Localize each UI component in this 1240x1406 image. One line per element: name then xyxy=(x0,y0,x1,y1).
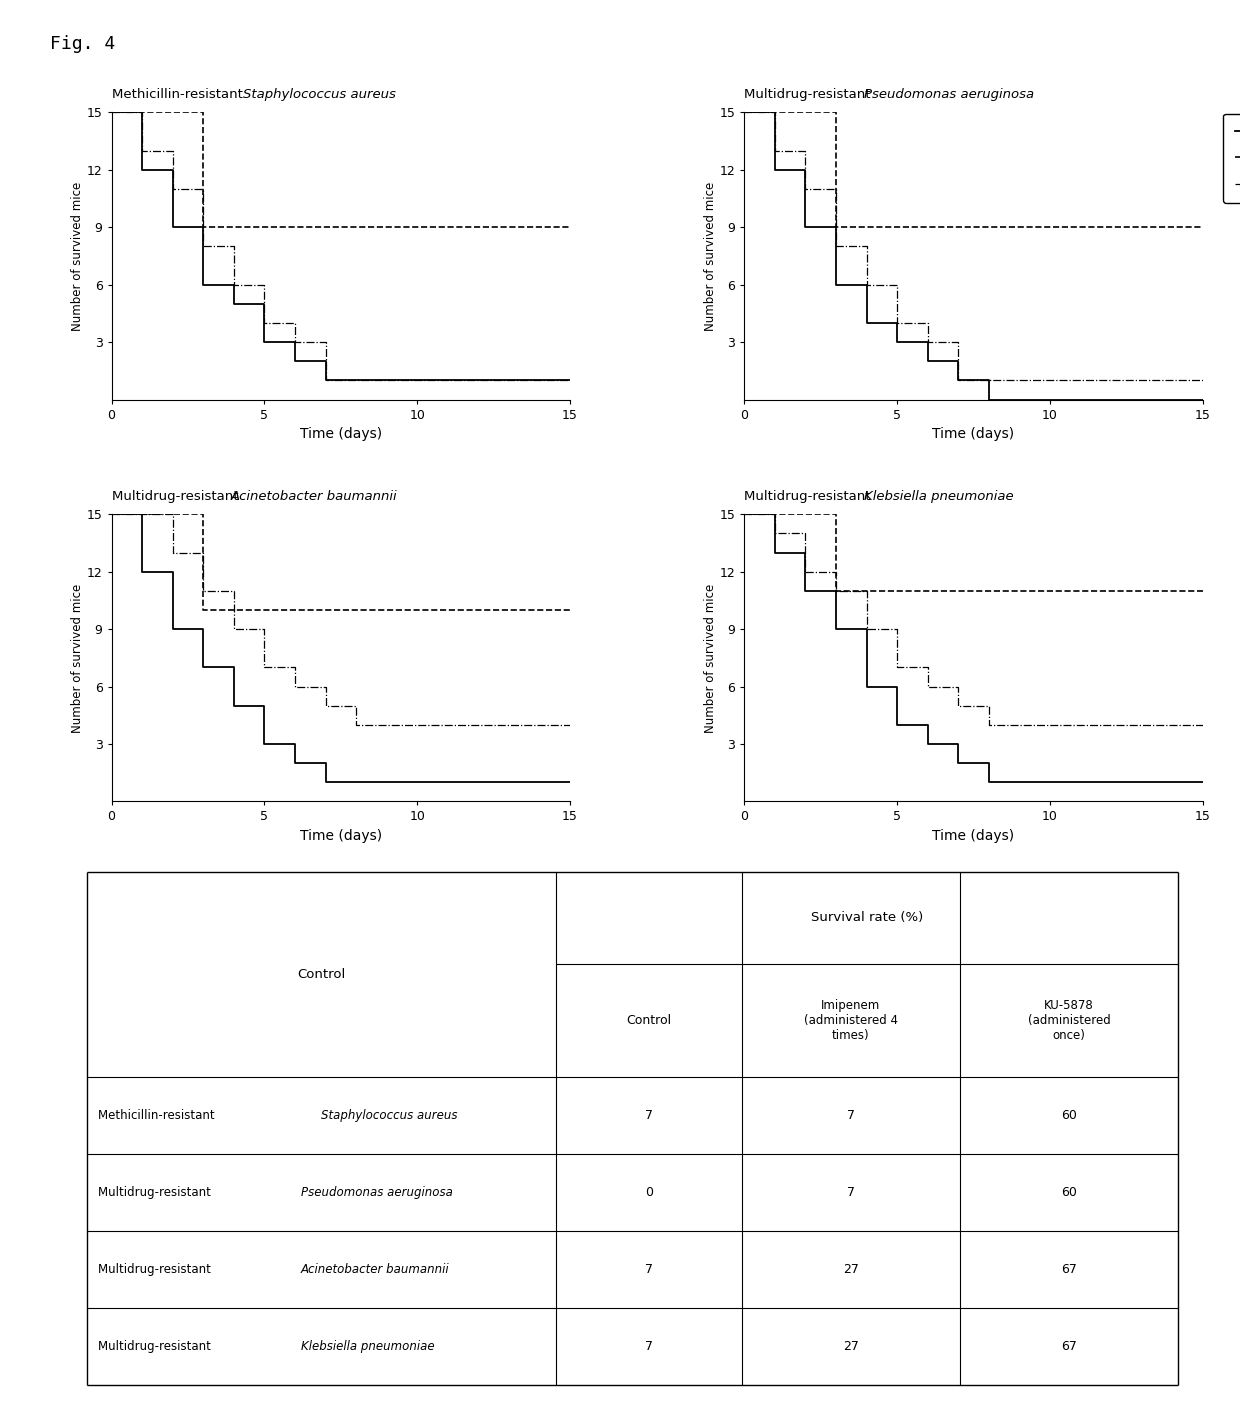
Legend: Control, KU-5878, Imipenem: Control, KU-5878, Imipenem xyxy=(1224,114,1240,202)
Text: 0: 0 xyxy=(645,1187,652,1199)
X-axis label: Time (days): Time (days) xyxy=(300,830,382,844)
Text: 60: 60 xyxy=(1061,1109,1076,1122)
Text: 7: 7 xyxy=(847,1187,854,1199)
Text: 27: 27 xyxy=(843,1340,858,1353)
X-axis label: Time (days): Time (days) xyxy=(932,427,1014,441)
X-axis label: Time (days): Time (days) xyxy=(300,427,382,441)
Y-axis label: Number of survived mice: Number of survived mice xyxy=(71,181,84,330)
Text: Fig. 4: Fig. 4 xyxy=(50,35,115,53)
Y-axis label: Number of survived mice: Number of survived mice xyxy=(703,181,717,330)
Text: Multidrug-resistant: Multidrug-resistant xyxy=(98,1340,215,1353)
Text: KU-5878
(administered
once): KU-5878 (administered once) xyxy=(1028,1000,1110,1042)
Text: 7: 7 xyxy=(645,1340,652,1353)
Text: Methicillin-resistant: Methicillin-resistant xyxy=(112,89,247,101)
Text: Klebsiella pneumoniae: Klebsiella pneumoniae xyxy=(863,489,1013,503)
Y-axis label: Number of survived mice: Number of survived mice xyxy=(703,583,717,733)
Text: 67: 67 xyxy=(1061,1263,1076,1275)
Text: Pseudomonas aeruginosa: Pseudomonas aeruginosa xyxy=(300,1187,453,1199)
Text: Staphylococcus aureus: Staphylococcus aureus xyxy=(243,89,396,101)
Text: Survival rate (%): Survival rate (%) xyxy=(811,911,923,924)
Text: Acinetobacter baumannii: Acinetobacter baumannii xyxy=(231,489,398,503)
Text: Multidrug-resistant: Multidrug-resistant xyxy=(98,1263,215,1275)
X-axis label: Time (days): Time (days) xyxy=(932,830,1014,844)
Text: 7: 7 xyxy=(847,1109,854,1122)
Y-axis label: Number of survived mice: Number of survived mice xyxy=(71,583,84,733)
Text: Multidrug-resistant: Multidrug-resistant xyxy=(98,1187,215,1199)
Text: 60: 60 xyxy=(1061,1187,1076,1199)
Text: Staphylococcus aureus: Staphylococcus aureus xyxy=(321,1109,458,1122)
Text: Control: Control xyxy=(626,1014,671,1026)
Text: 7: 7 xyxy=(645,1263,652,1275)
Text: Multidrug-resistant: Multidrug-resistant xyxy=(744,89,875,101)
Text: Acinetobacter baumannii: Acinetobacter baumannii xyxy=(300,1263,449,1275)
Text: Multidrug-resistant: Multidrug-resistant xyxy=(744,489,875,503)
Text: Methicillin-resistant: Methicillin-resistant xyxy=(98,1109,218,1122)
Text: 27: 27 xyxy=(843,1263,858,1275)
Text: 67: 67 xyxy=(1061,1340,1076,1353)
Text: Multidrug-resistant: Multidrug-resistant xyxy=(112,489,242,503)
Text: 7: 7 xyxy=(645,1109,652,1122)
Text: Control: Control xyxy=(298,967,346,981)
Text: Pseudomonas aeruginosa: Pseudomonas aeruginosa xyxy=(863,89,1034,101)
Text: Imipenem
(administered 4
times): Imipenem (administered 4 times) xyxy=(804,1000,898,1042)
Text: Klebsiella pneumoniae: Klebsiella pneumoniae xyxy=(300,1340,434,1353)
